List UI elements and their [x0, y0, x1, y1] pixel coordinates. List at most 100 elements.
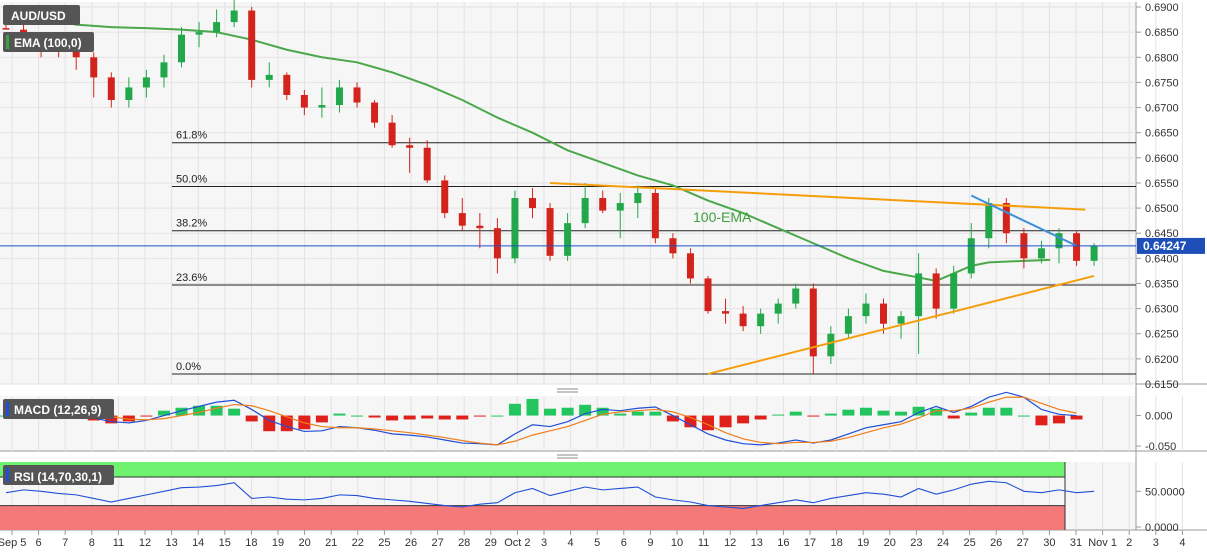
price-tick-label: 0.6900: [1145, 2, 1179, 14]
candle-body: [423, 147, 431, 181]
candle-body: [142, 77, 150, 88]
symbol-label[interactable]: AUD/USD: [3, 5, 80, 25]
candle-body: [651, 193, 659, 239]
x-tick-label: 25: [378, 537, 390, 549]
x-tick-label: 18: [245, 537, 257, 549]
macd-signal-line: [5, 396, 1077, 446]
candle-body: [335, 87, 343, 106]
rsi-tick-label: 50.0000: [1145, 486, 1185, 498]
candle-body: [1055, 233, 1063, 249]
macd-histogram-bar: [807, 415, 820, 417]
macd-histogram-bar: [877, 410, 890, 416]
macd-histogram-bar: [824, 413, 837, 416]
candle-body: [792, 288, 800, 304]
trendline-falling-resistance: [970, 194, 1077, 247]
candle-body: [686, 253, 694, 279]
candle-body: [1037, 248, 1045, 259]
x-tick-label: 18: [830, 537, 842, 549]
x-tick-label: Oct 2: [504, 537, 530, 549]
macd-histogram-bar: [456, 415, 469, 420]
candle-body: [827, 333, 835, 357]
macd-histogram-bar: [859, 407, 872, 416]
x-tick-label: 7: [62, 537, 68, 549]
x-tick-label: 30: [1043, 537, 1055, 549]
x-tick-label: 20: [884, 537, 896, 549]
macd-histogram-bar: [631, 411, 644, 416]
x-tick-label: 24: [937, 537, 949, 549]
x-tick-label: 9: [647, 537, 653, 549]
candle-body: [564, 223, 572, 256]
candle-body: [90, 57, 98, 78]
fibonacci-levels: 100.0%61.8%50.0%38.2%23.6%0.0%: [172, 130, 1136, 375]
macd-group: 0.000 -0.050: [0, 391, 1176, 453]
price-tick-label: 0.6700: [1145, 103, 1179, 115]
candle-body: [774, 303, 782, 314]
x-tick-label: 6: [36, 537, 42, 549]
macd-histogram-bar: [351, 415, 363, 417]
current-price-tag: 0.64247: [1137, 237, 1205, 254]
x-tick-label: 8: [89, 537, 95, 549]
ema-annotation-label: 100-EMA: [693, 209, 752, 225]
rsi-line: [5, 480, 1095, 509]
x-tick-label: 23: [910, 537, 922, 549]
x-tick-label: 27: [431, 537, 443, 549]
candle-body: [458, 213, 466, 226]
y-axis-labels: 0.6150 0.6200 0.6250 0.6300 0.6350 0.6400 0.64…: [1136, 2, 1179, 391]
trendlines-group: [550, 181, 1095, 375]
ema-line-group: [5, 6, 1051, 283]
macd-histogram-bar: [649, 411, 662, 416]
macd-histogram-bar: [175, 407, 188, 416]
candle-body: [757, 313, 765, 327]
candle-body: [529, 198, 536, 209]
x-tick-label: 14: [192, 537, 204, 549]
candle-body: [125, 87, 133, 101]
x-tick-label: 26: [405, 537, 417, 549]
macd-histogram-bar: [737, 415, 750, 424]
macd-histogram-bar: [228, 408, 241, 416]
ema-100-line: [5, 6, 1051, 283]
trendline-upper-resistance: [550, 181, 1086, 211]
candle-body: [616, 203, 624, 211]
candle-body: [283, 74, 291, 95]
price-tick-label: 0.6350: [1145, 278, 1179, 290]
fib-level-label: 61.8%: [176, 130, 207, 142]
candle-body: [809, 288, 817, 357]
x-tick-label: 16: [777, 537, 789, 549]
macd-histogram-bar: [895, 411, 908, 416]
price-tick-label: 0.6500: [1145, 203, 1179, 215]
macd-histogram-bar: [105, 415, 118, 424]
candle-body: [722, 311, 730, 314]
rsi-resize-handle[interactable]: [557, 454, 578, 459]
x-tick-label: 28: [458, 537, 470, 549]
x-tick-label: 2: [1126, 537, 1132, 549]
macd-histogram-bar: [789, 411, 802, 416]
x-tick-label: 4: [568, 537, 574, 549]
x-tick-label: 31: [1070, 537, 1082, 549]
ema-indicator-label[interactable]: EMA (100,0): [3, 32, 94, 52]
candle-body: [213, 22, 221, 33]
candle-body: [406, 145, 414, 148]
x-axis-labels: Sep 5 6 7 8 11 12 13 14 15 18 19 20 21 22 25 26 27 28 29 Oc…: [0, 530, 1185, 549]
macd-histogram-bar: [842, 409, 855, 416]
macd-panel-bg: [0, 396, 1136, 451]
candle-body: [599, 198, 607, 211]
macd-histogram-bar: [193, 405, 206, 416]
candle-body: [967, 238, 975, 274]
macd-histogram-bar: [982, 407, 995, 416]
macd-histogram-bar: [561, 407, 574, 416]
macd-histogram-bar: [263, 415, 276, 432]
macd-histogram-bar: [315, 415, 328, 423]
macd-histogram-bar: [912, 406, 925, 416]
rsi-indicator-label[interactable]: RSI (14,70,30,1): [3, 465, 114, 485]
fib-level-label: 50.0%: [176, 173, 207, 185]
candle-body: [388, 122, 396, 146]
macd-histogram-bar: [421, 415, 434, 419]
trendline-rising-support: [707, 274, 1095, 375]
candle-body: [704, 278, 712, 312]
candle-body: [195, 32, 203, 35]
macd-resize-handle[interactable]: [557, 388, 578, 393]
x-tick-label: 3: [541, 537, 547, 549]
macd-indicator-label[interactable]: MACD (12,26,9): [3, 399, 114, 419]
macd-histogram-bar: [491, 415, 504, 417]
